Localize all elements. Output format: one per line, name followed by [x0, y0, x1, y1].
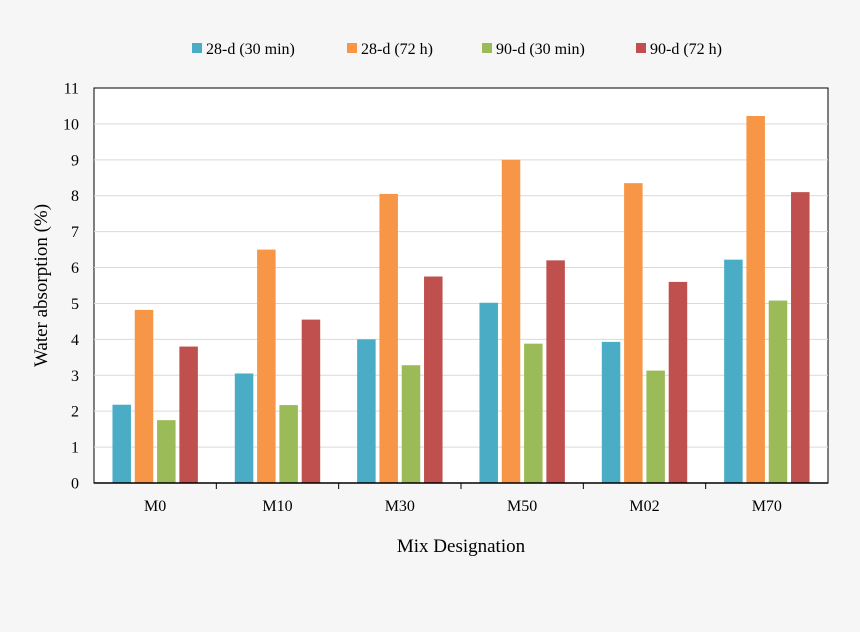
- x-tick-label: M02: [629, 498, 659, 515]
- x-axis-title: Mix Designation: [397, 536, 526, 557]
- bar-28-d-72-h--m70: [746, 116, 765, 483]
- y-tick-label: 2: [71, 404, 79, 421]
- bar-90-d-30-min--m70: [768, 300, 788, 483]
- y-tick-label: 4: [71, 332, 79, 349]
- y-tick-label: 10: [63, 116, 79, 133]
- legend-label: 28-d (72 h): [361, 41, 433, 58]
- y-tick-label: 11: [64, 81, 79, 98]
- y-tick-label: 9: [71, 152, 79, 169]
- legend-label: 28-d (30 min): [206, 41, 295, 58]
- bar-90-d-30-min--m30: [401, 365, 421, 483]
- bar-90-d-72-h--m10: [301, 319, 321, 483]
- bar-90-d-72-h--m30: [424, 276, 443, 483]
- y-axis-ticks: 0 1 2 3 4 5 6 7 8 9 10 11: [63, 81, 79, 493]
- y-tick-label: 3: [71, 368, 79, 385]
- bar-28-d-30-min--m70: [724, 259, 743, 483]
- x-tick-label: M50: [507, 498, 537, 515]
- x-tick-label: M70: [752, 498, 782, 515]
- y-tick-label: 5: [71, 296, 79, 313]
- bar-28-d-72-h--m0: [134, 309, 154, 483]
- bar-28-d-30-min--m50: [479, 302, 498, 483]
- bar-90-d-72-h--m0: [179, 346, 198, 483]
- x-tick-label: M0: [144, 498, 166, 515]
- y-tick-label: 7: [71, 224, 79, 241]
- bar-90-d-72-h--m70: [791, 192, 810, 483]
- y-axis-title: Water absorption (%): [31, 204, 52, 367]
- bar-90-d-30-min--m10: [279, 405, 298, 483]
- bar-90-d-72-h--m02: [668, 281, 688, 483]
- x-tick-label: M30: [385, 498, 415, 515]
- y-tick-label: 0: [71, 476, 79, 493]
- bar-28-d-30-min--m30: [357, 339, 376, 483]
- bar-28-d-30-min--m02: [601, 341, 621, 483]
- y-tick-label: 1: [71, 440, 79, 457]
- bar-28-d-72-h--m02: [624, 183, 643, 483]
- plot-area: [93, 87, 829, 484]
- bar-90-d-72-h--m50: [546, 260, 565, 483]
- legend-label: 90-d (30 min): [496, 41, 585, 58]
- bar-90-d-30-min--m0: [157, 420, 176, 483]
- bars: [112, 116, 810, 483]
- y-tick-label: 6: [71, 260, 79, 277]
- legend: 28-d (30 min) 28-d (72 h) 90-d (30 min) 90-…: [192, 41, 722, 58]
- bar-90-d-30-min--m02: [646, 370, 665, 483]
- legend-swatch: [636, 43, 646, 53]
- x-tick-label: M10: [262, 498, 292, 515]
- bar-28-d-30-min--m10: [234, 373, 254, 483]
- x-axis-ticks: M0 M10 M30 M50 M02 M70: [144, 483, 782, 515]
- legend-swatch: [482, 43, 492, 53]
- bar-28-d-72-h--m10: [257, 249, 276, 483]
- bar-90-d-30-min--m50: [524, 343, 543, 483]
- bar-28-d-72-h--m30: [379, 193, 398, 483]
- legend-swatch: [192, 43, 202, 53]
- legend-label: 90-d (72 h): [650, 41, 722, 58]
- legend-swatch: [347, 43, 357, 53]
- bar-28-d-30-min--m0: [112, 404, 131, 483]
- y-tick-label: 8: [71, 188, 79, 205]
- bar-28-d-72-h--m50: [501, 159, 521, 483]
- gridlines: [94, 123, 828, 448]
